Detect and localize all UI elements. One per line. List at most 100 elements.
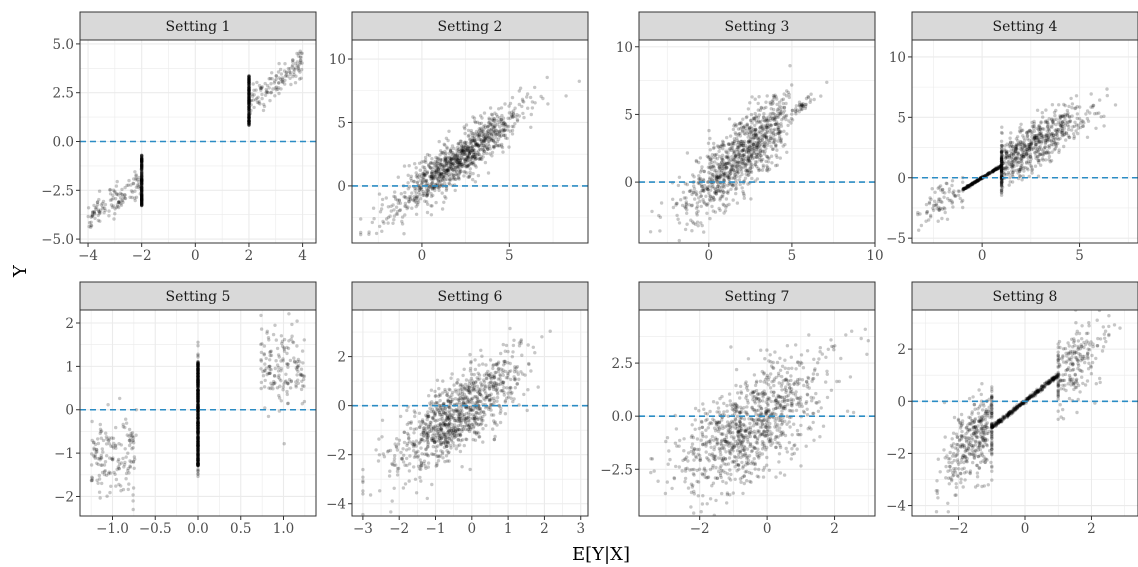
data-point <box>1014 156 1018 160</box>
data-point <box>131 493 135 497</box>
data-point <box>414 174 419 178</box>
data-point <box>196 425 200 430</box>
y-tick-label: 2.5 <box>53 86 74 102</box>
data-point <box>1060 129 1064 133</box>
data-point <box>260 86 264 90</box>
data-point <box>1042 147 1046 151</box>
data-point <box>196 424 200 428</box>
data-point <box>1065 114 1070 118</box>
data-point <box>974 179 978 183</box>
data-point <box>479 137 483 142</box>
data-point <box>1074 129 1078 133</box>
data-point <box>476 149 481 153</box>
data-point <box>449 166 454 170</box>
data-point <box>466 156 470 160</box>
data-point <box>526 343 530 347</box>
data-point <box>262 353 266 357</box>
data-point <box>196 432 200 436</box>
data-point <box>463 140 467 144</box>
data-point <box>267 86 271 90</box>
data-point <box>1037 139 1042 144</box>
data-point <box>140 157 144 162</box>
data-point <box>247 82 251 87</box>
data-point <box>196 438 200 442</box>
data-point <box>457 161 461 165</box>
data-point <box>247 80 251 85</box>
data-point <box>454 173 459 177</box>
data-point <box>434 439 438 443</box>
data-point <box>945 181 949 186</box>
data-point <box>298 373 303 377</box>
data-point <box>196 463 200 467</box>
data-point <box>675 201 679 206</box>
data-point <box>252 93 256 97</box>
data-point <box>435 182 439 186</box>
data-point <box>283 62 287 66</box>
data-point <box>961 186 966 191</box>
data-point <box>711 198 716 202</box>
data-point <box>247 86 251 91</box>
data-point <box>503 102 507 106</box>
data-point <box>971 181 975 185</box>
panel-title: Setting 5 <box>166 289 231 305</box>
data-point <box>715 186 720 191</box>
data-point <box>990 170 995 174</box>
data-point <box>467 406 471 410</box>
data-point <box>1007 172 1011 176</box>
data-point <box>439 171 444 176</box>
data-point <box>685 151 690 155</box>
data-point <box>130 190 135 194</box>
data-point <box>685 222 689 226</box>
data-point <box>113 189 117 193</box>
data-point <box>465 165 470 169</box>
data-point <box>196 383 200 387</box>
data-point <box>411 198 415 202</box>
data-point <box>779 139 783 143</box>
data-point <box>247 79 251 83</box>
data-point <box>300 61 304 65</box>
data-point <box>196 435 200 439</box>
data-point <box>735 143 739 147</box>
data-point <box>732 158 736 162</box>
data-point <box>433 440 437 444</box>
data-point <box>1047 154 1052 159</box>
data-point <box>966 184 970 188</box>
data-point <box>737 152 741 156</box>
data-point <box>952 194 957 198</box>
data-point <box>1011 145 1015 149</box>
data-point <box>274 74 278 78</box>
data-point <box>999 156 1004 161</box>
data-point <box>693 222 698 226</box>
data-point <box>464 140 469 145</box>
data-point <box>444 443 448 447</box>
data-point <box>757 143 762 148</box>
data-point <box>778 111 782 116</box>
data-point <box>1033 136 1037 141</box>
data-point <box>439 179 443 183</box>
data-point <box>196 437 200 441</box>
data-point <box>1047 129 1052 133</box>
data-point <box>196 437 200 442</box>
data-point <box>718 162 722 166</box>
data-point <box>196 394 200 398</box>
data-point <box>196 382 200 386</box>
data-point <box>196 385 200 390</box>
data-point <box>735 123 739 127</box>
data-point <box>466 159 470 163</box>
data-point <box>118 191 123 195</box>
data-point <box>196 388 200 392</box>
data-point <box>132 196 137 200</box>
data-point <box>1002 172 1006 176</box>
data-point <box>437 162 442 166</box>
data-point <box>429 191 433 196</box>
data-point <box>196 380 200 384</box>
data-point <box>196 458 200 462</box>
data-point <box>421 176 425 180</box>
data-point <box>528 95 533 100</box>
data-point <box>442 424 446 428</box>
data-point <box>196 398 200 402</box>
data-point <box>736 171 740 175</box>
data-point <box>482 111 487 115</box>
data-point <box>295 373 299 377</box>
data-point <box>956 189 960 193</box>
